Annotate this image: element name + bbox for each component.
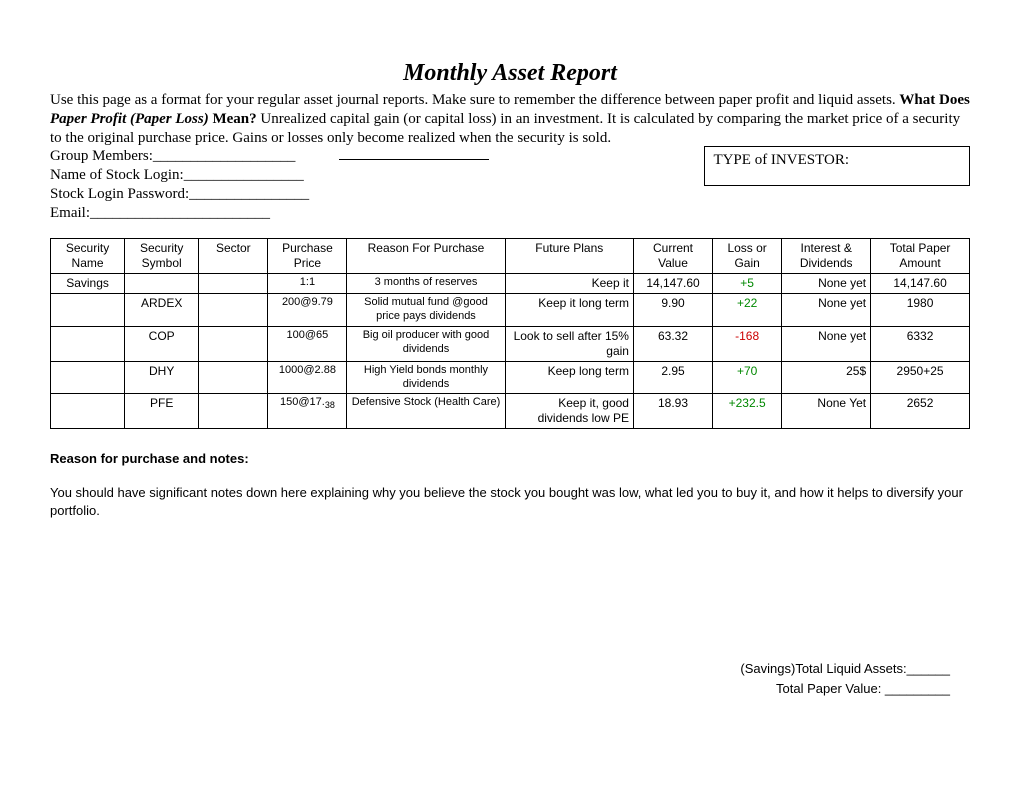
table-cell: 9.90 <box>633 294 712 327</box>
th-future: Future Plans <box>505 239 633 274</box>
stock-password-line: Stock Login Password:________________ <box>50 186 704 203</box>
th-security-name: Security Name <box>51 239 125 274</box>
table-cell: +5 <box>713 274 782 294</box>
table-cell: PFE <box>125 394 199 429</box>
table-cell: None yet <box>782 326 871 361</box>
table-cell: 150@17.38 <box>268 394 347 429</box>
intro-prefix: Use this page as a format for your regul… <box>50 92 899 108</box>
table-cell: Keep it <box>505 274 633 294</box>
table-row: COP 100@65Big oil producer with good divi… <box>51 326 970 361</box>
notes-label: Reason for purchase and notes: <box>50 451 970 466</box>
table-cell <box>199 294 268 327</box>
table-header: Security Name Security Symbol Sector Pur… <box>51 239 970 274</box>
total-liquid-line: (Savings)Total Liquid Assets:______ <box>50 659 950 679</box>
th-security-symbol: Security Symbol <box>125 239 199 274</box>
page-title: Monthly Asset Report <box>50 60 970 87</box>
table-cell: 1:1 <box>268 274 347 294</box>
table-cell <box>51 294 125 327</box>
table-cell: Keep it, good dividends low PE <box>505 394 633 429</box>
table-cell <box>125 274 199 294</box>
table-cell: Look to sell after 15% gain <box>505 326 633 361</box>
table-cell: None yet <box>782 274 871 294</box>
table-cell <box>199 361 268 394</box>
stock-login-line: Name of Stock Login:________________ <box>50 167 704 184</box>
group-members-line: Group Members:___________________ <box>50 148 704 165</box>
th-interest: Interest & Dividends <box>782 239 871 274</box>
table-cell: 2.95 <box>633 361 712 394</box>
table-cell: Solid mutual fund @good price pays divid… <box>347 294 505 327</box>
table-cell: +232.5 <box>713 394 782 429</box>
table-cell: 3 months of reserves <box>347 274 505 294</box>
blank-line-mid <box>339 159 489 160</box>
asset-table: Security Name Security Symbol Sector Pur… <box>50 238 970 429</box>
th-total: Total Paper Amount <box>871 239 970 274</box>
intro-paragraph: Use this page as a format for your regul… <box>50 91 970 147</box>
totals-block: (Savings)Total Liquid Assets:______ Tota… <box>50 659 970 698</box>
table-cell: 6332 <box>871 326 970 361</box>
table-cell: 18.93 <box>633 394 712 429</box>
intro-bold-italic: Paper Profit (Paper Loss) <box>50 111 209 127</box>
th-loss: Loss or Gain <box>713 239 782 274</box>
notes-body: You should have significant notes down h… <box>50 484 970 519</box>
intro-bold-trail: Mean? <box>209 111 257 127</box>
investor-type-box: TYPE of INVESTOR: <box>704 146 970 186</box>
table-cell: +70 <box>713 361 782 394</box>
table-row: Savings1:13 months of reservesKeep it14,… <box>51 274 970 294</box>
table-cell: +22 <box>713 294 782 327</box>
table-cell: Keep long term <box>505 361 633 394</box>
table-cell: Savings <box>51 274 125 294</box>
table-cell <box>51 394 125 429</box>
table-cell: 200@9.79 <box>268 294 347 327</box>
table-cell: 63.32 <box>633 326 712 361</box>
table-cell: 25$ <box>782 361 871 394</box>
table-body: Savings1:13 months of reservesKeep it14,… <box>51 274 970 429</box>
table-row: DHY 1000@2.88High Yield bonds monthly div… <box>51 361 970 394</box>
table-cell <box>199 326 268 361</box>
table-cell: 100@65 <box>268 326 347 361</box>
table-cell: None yet <box>782 294 871 327</box>
fields-left: Group Members:___________________ Name o… <box>50 148 704 224</box>
th-sector: Sector <box>199 239 268 274</box>
table-cell: 14,147.60 <box>633 274 712 294</box>
table-cell: COP <box>125 326 199 361</box>
th-purchase-price: Purchase Price <box>268 239 347 274</box>
table-cell: DHY <box>125 361 199 394</box>
fields-row: Group Members:___________________ Name o… <box>50 148 970 224</box>
table-cell: ARDEX <box>125 294 199 327</box>
table-cell: 2652 <box>871 394 970 429</box>
table-cell <box>199 394 268 429</box>
document-page: Monthly Asset Report Use this page as a … <box>0 0 1020 698</box>
table-cell: -168 <box>713 326 782 361</box>
table-cell: Keep it long term <box>505 294 633 327</box>
table-cell: None Yet <box>782 394 871 429</box>
table-row: PFE 150@17.38Defensive Stock (Health Care… <box>51 394 970 429</box>
table-cell: 2950+25 <box>871 361 970 394</box>
th-current: Current Value <box>633 239 712 274</box>
group-members-label: Group Members:___________________ <box>50 148 295 164</box>
table-cell: 14,147.60 <box>871 274 970 294</box>
table-cell <box>199 274 268 294</box>
table-cell: Big oil producer with good dividends <box>347 326 505 361</box>
table-cell <box>51 326 125 361</box>
intro-bold-lead: What Does <box>899 92 969 108</box>
table-cell <box>51 361 125 394</box>
th-reason: Reason For Purchase <box>347 239 505 274</box>
table-cell: Defensive Stock (Health Care) <box>347 394 505 429</box>
table-row: ARDEX 200@9.79Solid mutual fund @good pri… <box>51 294 970 327</box>
table-cell: 1980 <box>871 294 970 327</box>
total-paper-line: Total Paper Value: _________ <box>50 679 950 699</box>
table-cell: High Yield bonds monthly dividends <box>347 361 505 394</box>
table-cell: 1000@2.88 <box>268 361 347 394</box>
email-line: Email:________________________ <box>50 205 704 222</box>
